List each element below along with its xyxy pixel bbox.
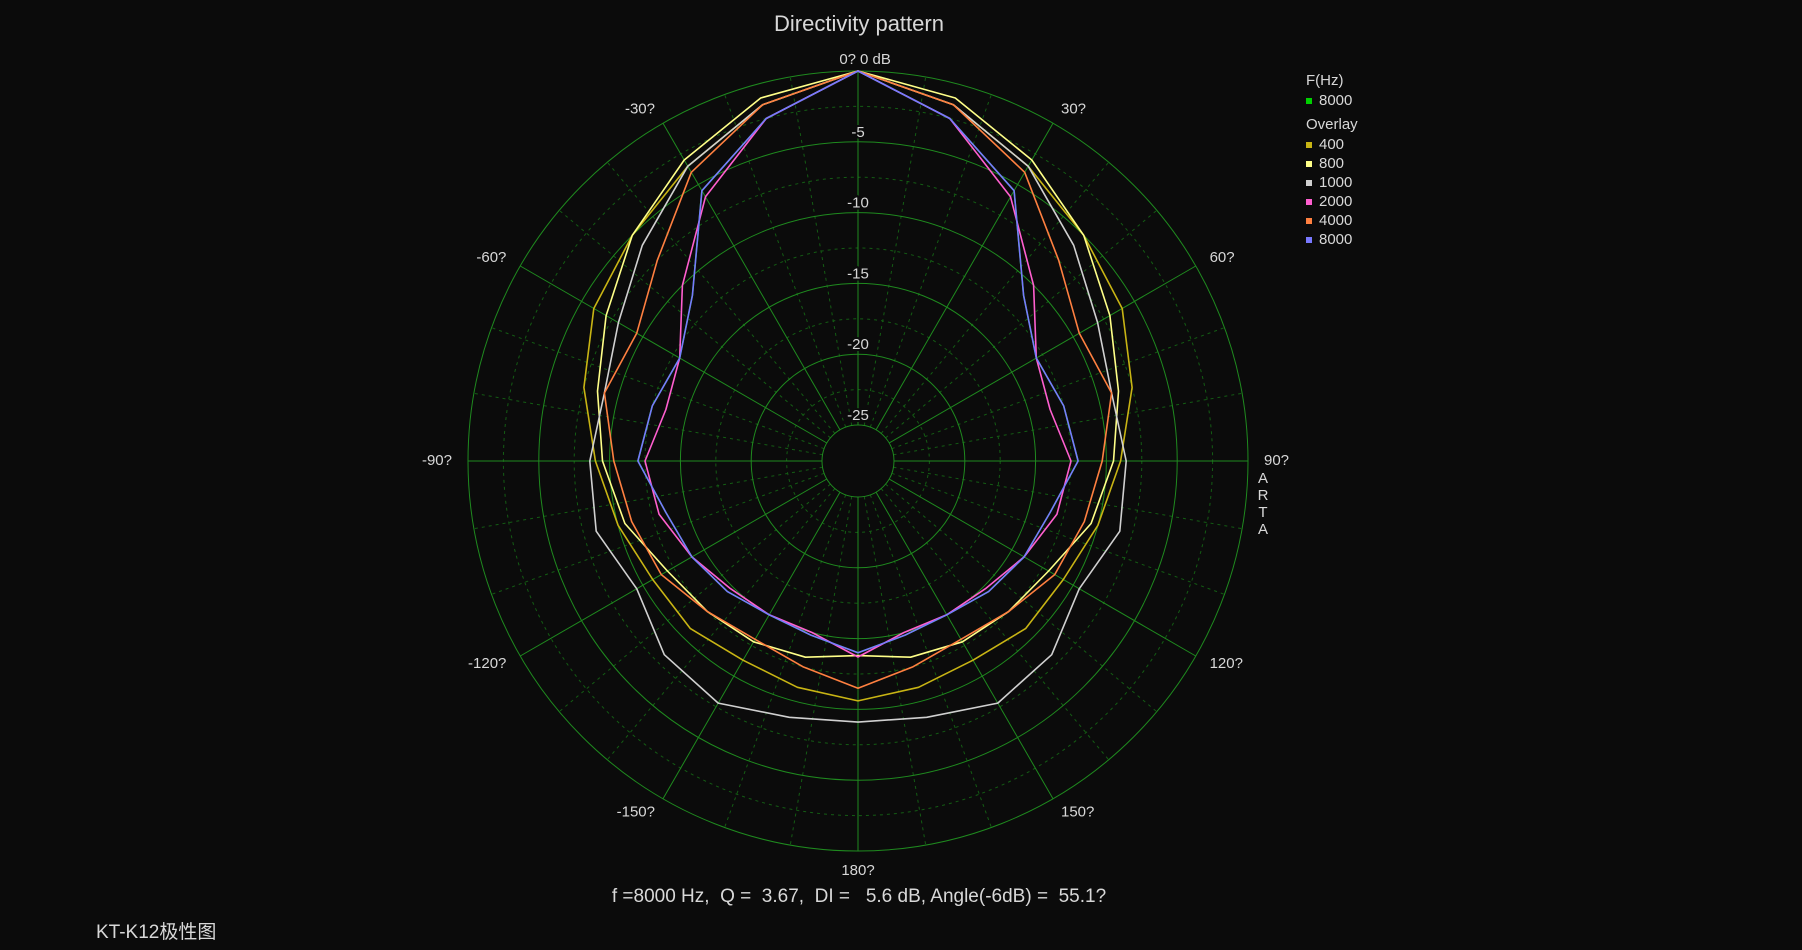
minor-spoke: [491, 472, 825, 595]
legend-title: F(Hz): [1306, 72, 1344, 89]
annotation: f =8000 Hz, Q = 3.67, DI = 5.6 dB, Angle…: [612, 886, 1106, 907]
legend-overlay-title: Overlay: [1306, 116, 1358, 133]
r-tick-label: -15: [847, 265, 869, 282]
spoke: [875, 491, 1054, 799]
minor-spoke: [880, 488, 1110, 761]
legend-label: 4000: [1319, 212, 1352, 229]
theta-tick-label: -120?: [468, 655, 506, 672]
theta-tick-label: -60?: [476, 249, 506, 266]
theta-tick-label: 60?: [1210, 249, 1235, 266]
series-line: [603, 70, 1113, 689]
series-line: [596, 70, 1120, 658]
legend-label: 8000: [1319, 92, 1352, 109]
legend-label: 8000: [1319, 231, 1352, 248]
minor-spoke: [863, 496, 927, 846]
legend-swatch: [1306, 237, 1312, 243]
legend-swatch: [1306, 161, 1312, 167]
minor-spoke: [869, 94, 992, 428]
spoke: [520, 265, 828, 444]
series-line: [637, 70, 1079, 654]
minor-spoke: [891, 472, 1225, 595]
minor-spoke: [558, 209, 831, 439]
minor-spoke: [880, 161, 1110, 434]
spoke: [875, 123, 1054, 431]
spoke: [888, 478, 1196, 657]
legend-label: 400: [1319, 136, 1344, 153]
grid: [467, 70, 1249, 852]
theta-tick-label: 30?: [1061, 100, 1086, 117]
r-tick-label: -25: [847, 407, 869, 424]
legend-swatch: [1306, 180, 1312, 186]
series-line: [589, 70, 1127, 723]
theta-tick-label: 180?: [841, 862, 874, 879]
watermark: ARTA: [1257, 470, 1269, 538]
theta-tick-label: 90?: [1264, 452, 1289, 469]
minor-spoke: [891, 327, 1225, 450]
legend-swatch: [1306, 199, 1312, 205]
legend-label: 1000: [1319, 174, 1352, 191]
theta-tick-label: -90?: [422, 452, 452, 469]
theta-tick-label: 120?: [1210, 655, 1243, 672]
spoke: [888, 265, 1196, 444]
spoke: [662, 123, 841, 431]
legend-swatch: [1306, 142, 1312, 148]
theta-tick-label: -150?: [617, 804, 655, 821]
r-tick-label: 0 dB: [860, 51, 891, 68]
footer: KT-K12极性图: [96, 921, 216, 943]
minor-spoke: [724, 94, 847, 428]
r-tick-label: -5: [851, 124, 864, 141]
series-line: [583, 70, 1133, 702]
theta-tick-label: 150?: [1061, 804, 1094, 821]
theta-tick-label: -30?: [625, 100, 655, 117]
legend-label: 2000: [1319, 193, 1352, 210]
spoke: [520, 478, 828, 657]
spoke: [662, 491, 841, 799]
r-tick-label: -10: [847, 195, 869, 212]
legend-swatch: [1306, 98, 1312, 104]
theta-tick-label: 0?: [839, 51, 856, 68]
legend-label: 800: [1319, 155, 1344, 172]
legend-swatch: [1306, 218, 1312, 224]
ring: [821, 424, 895, 498]
minor-spoke: [885, 209, 1158, 439]
r-tick-label: -20: [847, 336, 869, 353]
minor-spoke: [863, 76, 927, 426]
chart-title: Directivity pattern: [774, 11, 944, 36]
